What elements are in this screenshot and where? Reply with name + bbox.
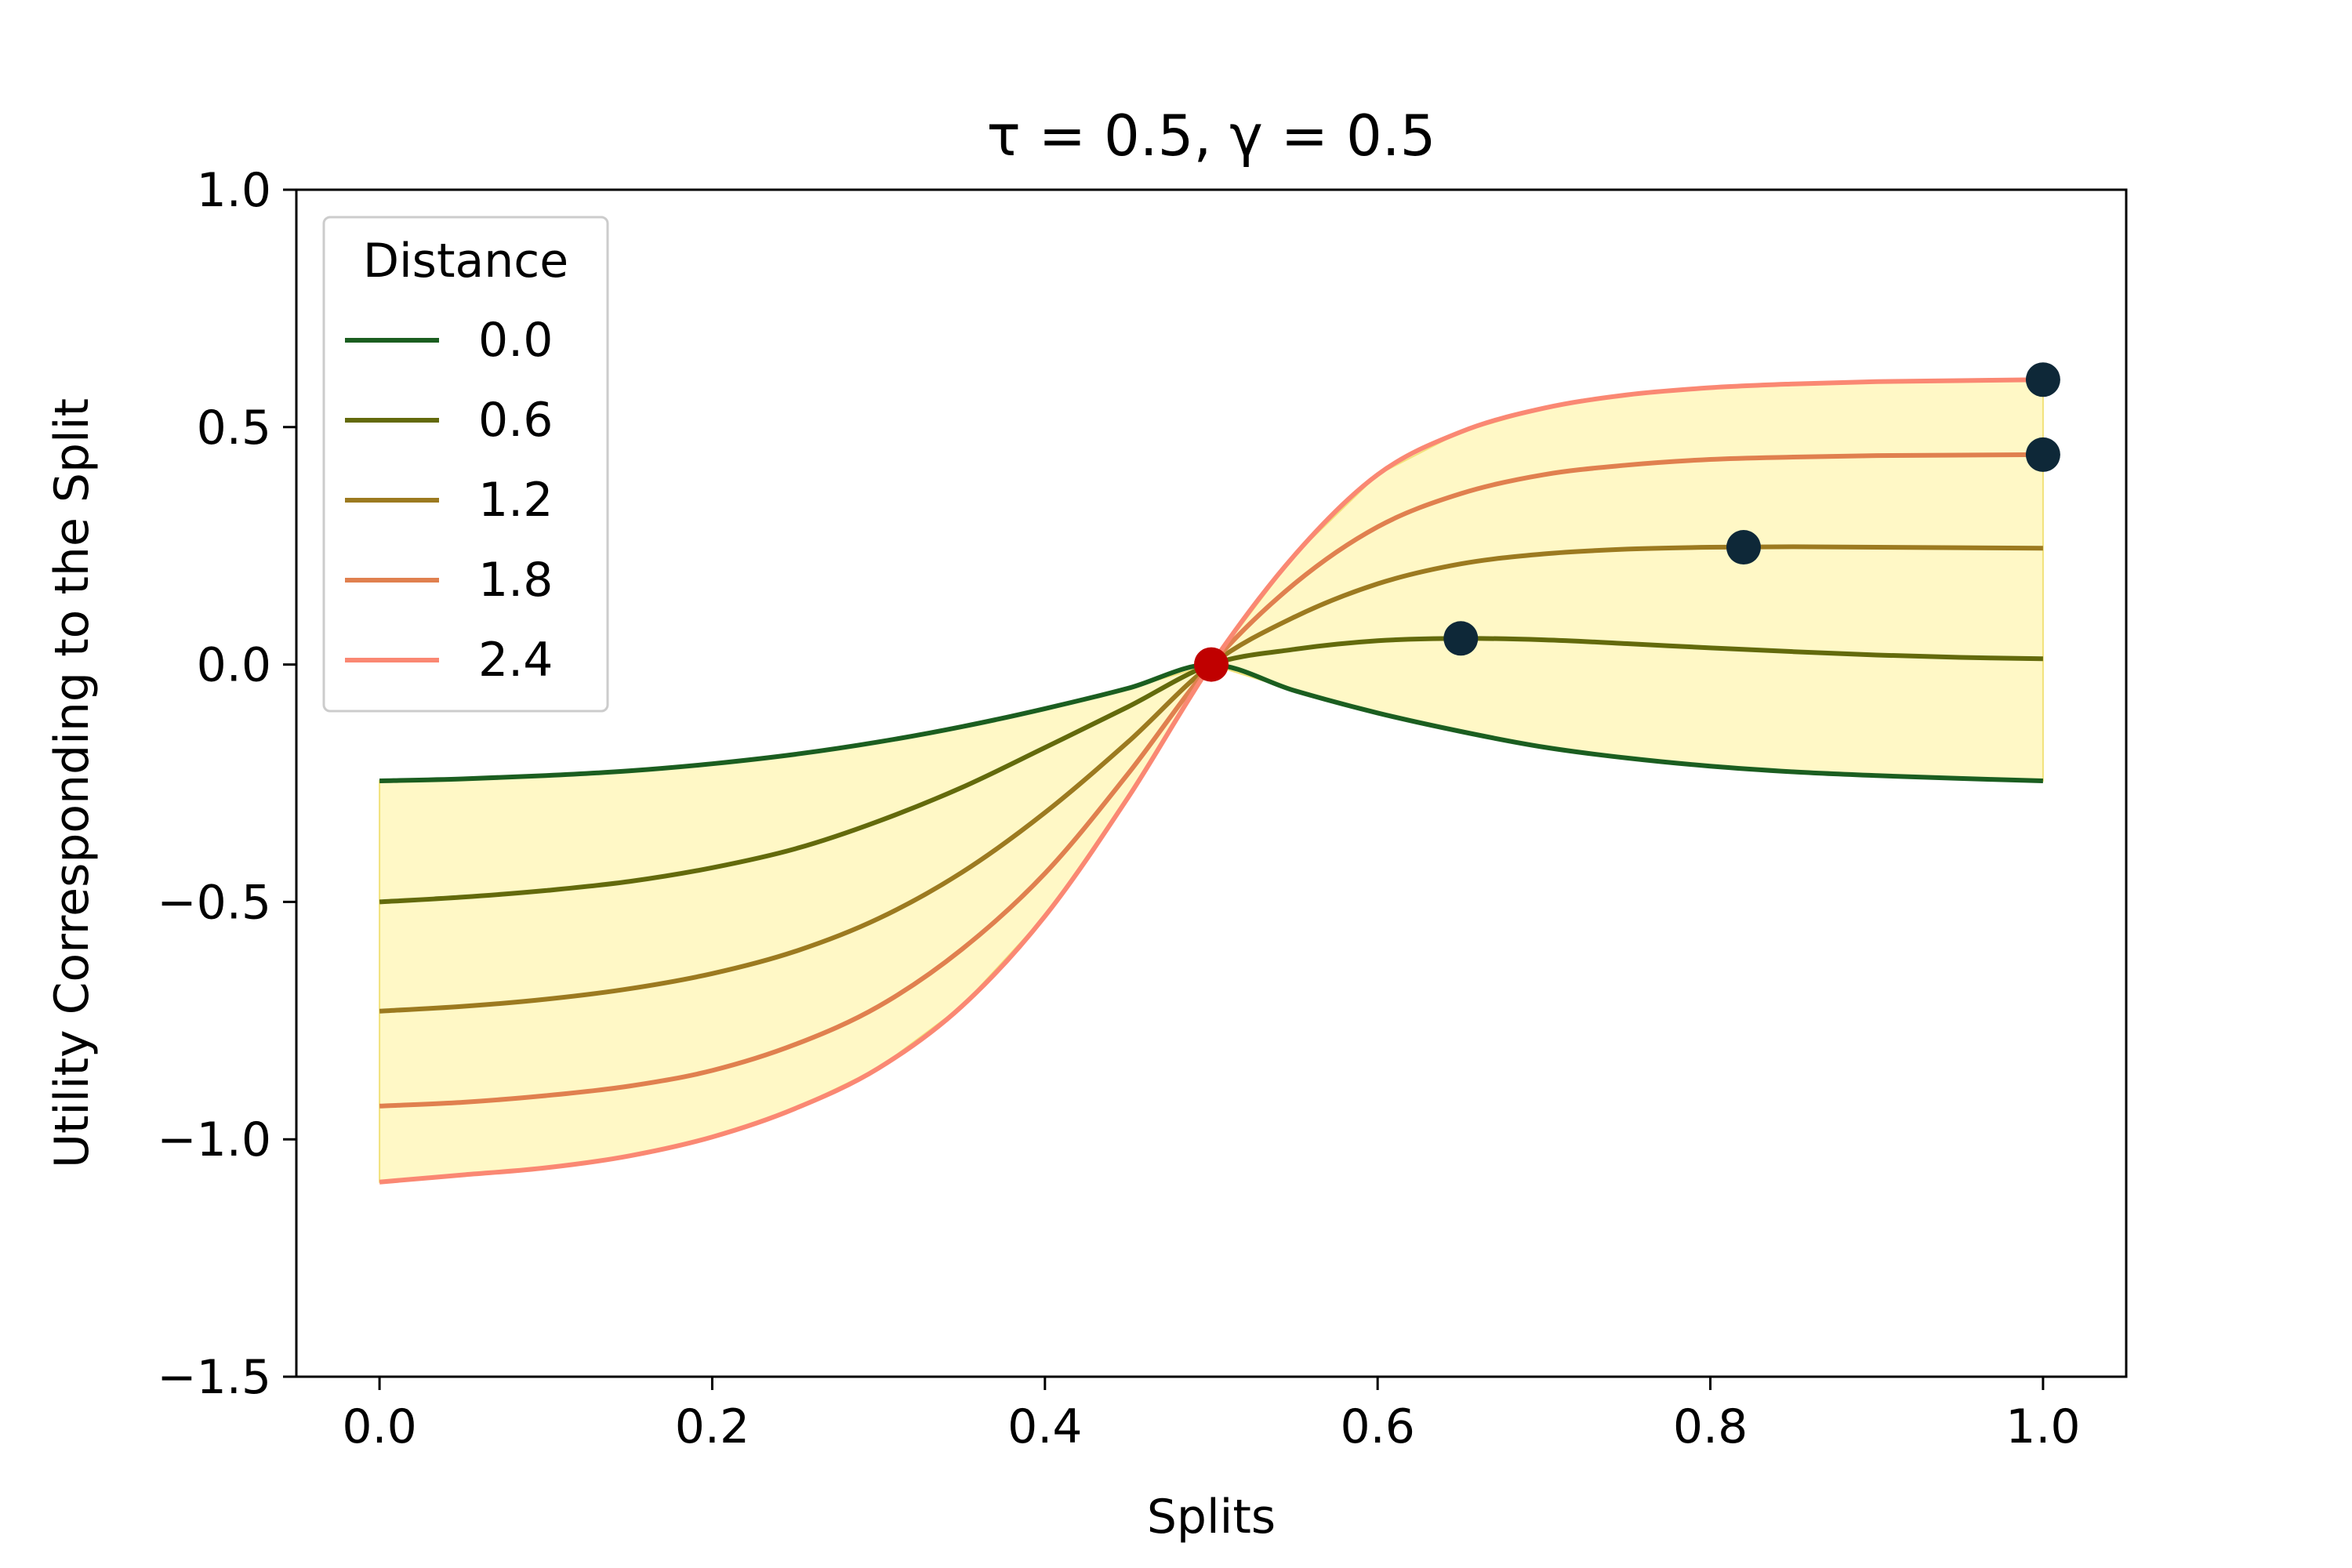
y-tick-label: −0.5 <box>157 875 271 930</box>
marker-center-point <box>1194 647 1229 682</box>
y-axis-ticks: 1.0 0.5 0.0 −0.5 −1.0 −1.5 <box>157 163 296 1405</box>
chart-title: τ = 0.5, γ = 0.5 <box>987 103 1436 169</box>
x-tick-label: 0.8 <box>1673 1399 1748 1454</box>
y-tick-label: −1.0 <box>157 1112 271 1167</box>
x-tick-label: 0.6 <box>1340 1399 1414 1454</box>
legend-label-1.8: 1.8 <box>478 553 553 608</box>
legend-label-0.0: 0.0 <box>478 313 553 368</box>
x-tick-label: 0.2 <box>675 1399 750 1454</box>
x-axis-label: Splits <box>1147 1490 1276 1544</box>
markers <box>1194 362 2060 682</box>
plot-frame <box>295 188 2128 1378</box>
legend-label-2.4: 2.4 <box>478 633 553 688</box>
legend-label-0.6: 0.6 <box>478 393 553 448</box>
marker-peak-2.4 <box>2025 362 2060 397</box>
legend-title: Distance <box>363 234 568 289</box>
y-tick-label: −1.5 <box>157 1350 271 1405</box>
legend-box <box>322 216 609 713</box>
legend: Distance 0.0 0.6 1.2 1.8 2.4 <box>322 216 609 713</box>
marker-peak-1.2 <box>1726 530 1761 565</box>
x-tick-label: 1.0 <box>2005 1399 2080 1454</box>
x-axis-ticks: 0.0 0.2 0.4 0.6 0.8 1.0 <box>342 1377 2081 1454</box>
marker-peak-0.6 <box>1443 621 1479 656</box>
x-tick-label: 0.4 <box>1007 1399 1082 1454</box>
legend-label-1.2: 1.2 <box>478 473 553 528</box>
marker-peak-1.8 <box>2025 437 2060 472</box>
y-tick-label: 0.5 <box>197 401 271 456</box>
y-axis-label: Utility Corresponding to the Split <box>45 398 100 1168</box>
y-tick-label: 1.0 <box>197 163 271 218</box>
legend-entries: 0.0 0.6 1.2 1.8 2.4 <box>345 313 553 688</box>
y-tick-label: 0.0 <box>197 638 271 693</box>
x-tick-label: 0.0 <box>342 1399 416 1454</box>
